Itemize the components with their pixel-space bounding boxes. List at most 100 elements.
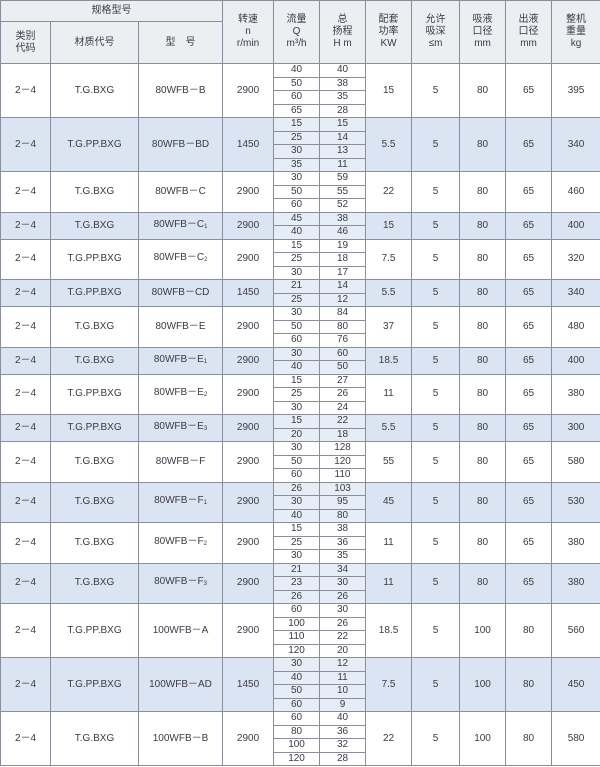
inlet-cell: 80 bbox=[459, 373, 507, 415]
inlet-cell: 80 bbox=[459, 346, 507, 375]
model-name: 80WFB－E bbox=[153, 387, 204, 399]
flow-cell: 65 bbox=[273, 103, 321, 118]
head-cell: 24 bbox=[319, 400, 367, 415]
inlet-cell: 80 bbox=[459, 562, 507, 604]
power-cell: 5.5 bbox=[365, 279, 413, 307]
model-cell: 80WFB－B bbox=[137, 63, 224, 118]
model-subscript: 1 bbox=[203, 358, 208, 365]
head-cell: 103 bbox=[319, 481, 367, 496]
model-name: 80WFB－C bbox=[153, 252, 205, 264]
weight-cell: 380 bbox=[551, 373, 600, 415]
weight-cell: 580 bbox=[551, 711, 600, 766]
head-cell: 52 bbox=[319, 198, 367, 213]
power-cell: 5.5 bbox=[365, 117, 413, 172]
flow-cell: 40 bbox=[273, 360, 321, 375]
head-cell: 32 bbox=[319, 738, 367, 753]
table-subrow: 26 26 bbox=[1, 589, 600, 604]
table-subrow: 30 95 bbox=[1, 495, 600, 510]
table-subrow: 100 26 bbox=[1, 616, 600, 631]
table-subrow: 25 18 bbox=[1, 252, 600, 267]
category-code-cell: 2－4 bbox=[0, 171, 51, 213]
suction-depth-cell: 5 bbox=[411, 117, 461, 172]
head-cell: 18 bbox=[319, 427, 367, 442]
category-code-cell: 2－4 bbox=[0, 603, 51, 658]
inlet-cell: 80 bbox=[459, 522, 507, 564]
power-cell: 15 bbox=[365, 211, 413, 240]
head-cell: 14 bbox=[319, 130, 367, 145]
outlet-cell: 65 bbox=[505, 211, 553, 240]
head-cell: 10 bbox=[319, 684, 367, 699]
head-cell: 50 bbox=[319, 360, 367, 375]
flow-cell: 60 bbox=[273, 711, 321, 726]
flow-cell: 25 bbox=[273, 130, 321, 145]
category-code-cell: 2－4 bbox=[0, 373, 51, 415]
flow-cell: 26 bbox=[273, 481, 321, 496]
flow-cell: 25 bbox=[273, 535, 321, 550]
flow-cell: 50 bbox=[273, 76, 321, 91]
power-cell: 45 bbox=[365, 481, 413, 523]
flow-cell: 30 bbox=[273, 265, 321, 280]
flow-cell: 30 bbox=[273, 657, 321, 672]
table-subrow: 40 80 bbox=[1, 508, 600, 523]
model-name: 80WFB－C bbox=[153, 218, 205, 230]
flow-cell: 15 bbox=[273, 238, 321, 253]
category-code-cell: 2－4 bbox=[0, 711, 51, 766]
material-code-cell: T.G.PP.BXG bbox=[50, 603, 139, 658]
flow-cell: 60 bbox=[273, 468, 321, 483]
model-cell: 80WFB－F3 bbox=[137, 562, 224, 604]
suction-depth-cell: 5 bbox=[411, 373, 461, 415]
table-header: 规格型号 转速 n r/min 流量 Q m³/h 总 扬程 H m 配套 功率… bbox=[0, 0, 600, 64]
flow-cell: 100 bbox=[273, 616, 321, 631]
flow-cell: 20 bbox=[273, 427, 321, 442]
material-code-cell: T.G.BXG bbox=[50, 346, 139, 375]
table-row: 2－4 T.G.BXG 80WFB－C 2900 30 59 22 5 80 65 460 bbox=[0, 171, 600, 213]
inlet-cell: 80 bbox=[459, 211, 507, 240]
flow-cell: 30 bbox=[273, 144, 321, 159]
weight-cell: 580 bbox=[551, 441, 600, 483]
head-cell: 40 bbox=[319, 63, 367, 78]
speed-cell: 2900 bbox=[222, 522, 275, 564]
head-cell: 11 bbox=[319, 670, 367, 685]
inlet-cell: 100 bbox=[459, 657, 507, 712]
speed-cell: 2900 bbox=[222, 211, 275, 240]
model-name: 80WFB－F bbox=[154, 495, 204, 507]
weight-cell: 400 bbox=[551, 346, 600, 375]
flow-cell: 15 bbox=[273, 522, 321, 537]
head-cell: 80 bbox=[319, 319, 367, 334]
head-cell: 110 bbox=[319, 468, 367, 483]
head-cell: 20 bbox=[319, 643, 367, 658]
head-cell: 95 bbox=[319, 495, 367, 510]
model-subscript: 3 bbox=[203, 426, 208, 432]
table-subrow: 50 120 bbox=[1, 454, 600, 469]
weight-cell: 340 bbox=[551, 117, 600, 172]
model-name: 100WFB－AD bbox=[149, 678, 212, 690]
head-cell: 35 bbox=[319, 90, 367, 105]
suction-depth-cell: 5 bbox=[411, 603, 461, 658]
head-cell: 15 bbox=[319, 117, 367, 132]
flow-cell: 30 bbox=[273, 400, 321, 415]
outlet-cell: 65 bbox=[505, 171, 553, 213]
speed-cell: 1450 bbox=[222, 117, 275, 172]
model-subscript: 1 bbox=[204, 223, 208, 230]
head-cell: 60 bbox=[319, 346, 367, 361]
model-cell: 80WFB－BD bbox=[137, 117, 224, 172]
inlet-cell: 80 bbox=[459, 63, 507, 118]
suction-depth-cell: 5 bbox=[411, 346, 461, 375]
outlet-cell: 65 bbox=[505, 279, 553, 307]
weight-cell: 300 bbox=[551, 414, 600, 442]
flow-cell: 30 bbox=[273, 346, 321, 361]
flow-cell: 45 bbox=[273, 211, 321, 226]
power-cell: 15 bbox=[365, 63, 413, 118]
category-code-cell: 2－4 bbox=[0, 117, 51, 172]
inlet-cell: 80 bbox=[459, 414, 507, 442]
flow-cell: 21 bbox=[273, 279, 321, 294]
table-row: 2－4 T.G.PP.BXG 80WFB－BD 1450 15 15 5.5 5 80 65 340 bbox=[0, 117, 600, 172]
flow-cell: 25 bbox=[273, 292, 321, 307]
head-cell: 30 bbox=[319, 576, 367, 591]
speed-cell: 2900 bbox=[222, 603, 275, 658]
header-head: 总 扬程 H m bbox=[319, 0, 367, 64]
flow-cell: 30 bbox=[273, 549, 321, 564]
outlet-cell: 65 bbox=[505, 238, 553, 280]
table-row: 2－4 T.G.PP.BXG 80WFB－E2 2900 15 27 11 5 80 65 380 bbox=[0, 373, 600, 415]
